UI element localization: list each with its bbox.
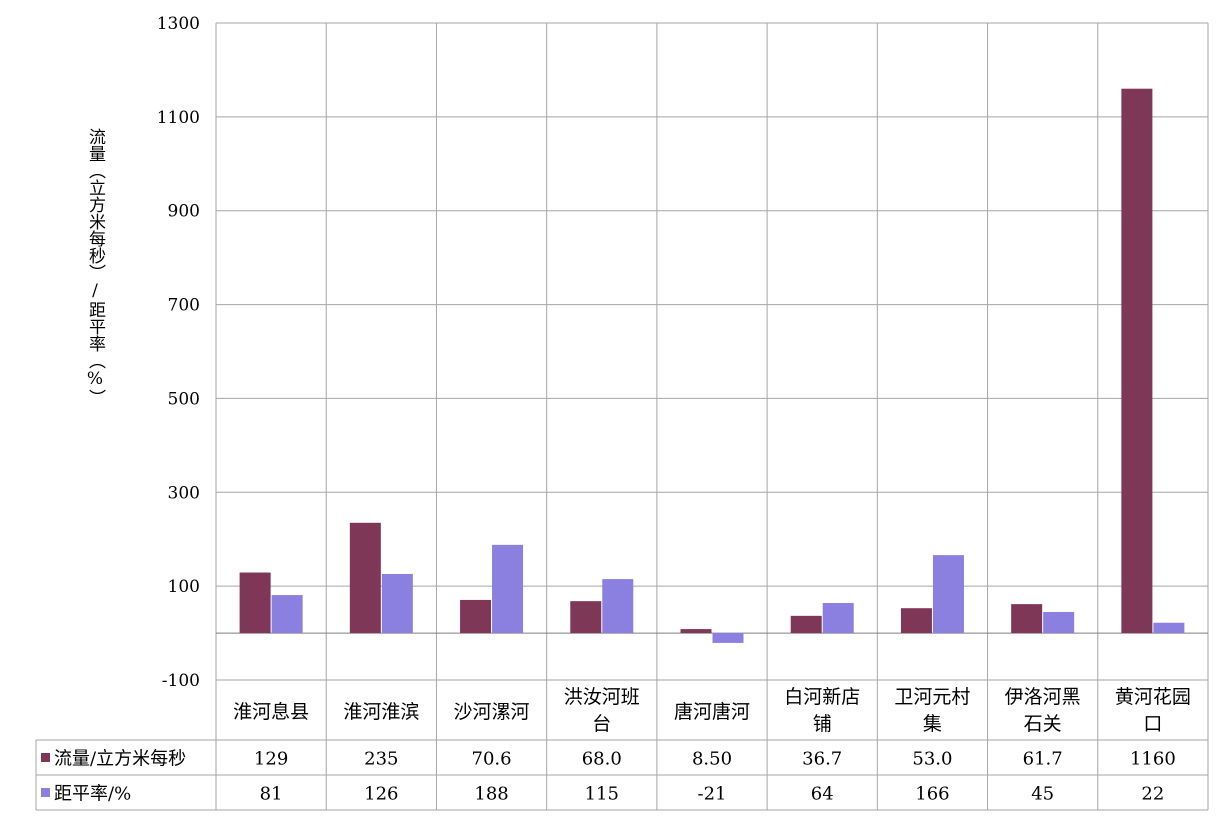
y-tick-label: 300 (168, 483, 200, 503)
category-label: 台 (592, 713, 611, 735)
table-value: 68.0 (582, 749, 622, 770)
bar-flow (239, 572, 271, 634)
table-value: 53.0 (912, 749, 952, 770)
table-value: 64 (811, 784, 834, 805)
y-tick-label: 1300 (157, 14, 200, 34)
category-label: 石关 (1024, 713, 1062, 735)
bar-anomaly (602, 579, 634, 634)
category-label: 集 (923, 713, 942, 735)
table-value: 36.7 (802, 749, 842, 770)
legend-label: 流量/立方米每秒 (54, 749, 186, 770)
bar-anomaly (712, 633, 744, 643)
legend-key (41, 788, 50, 797)
y-tick-label: 900 (168, 202, 200, 222)
category-label: 沙河漯河 (454, 701, 530, 723)
table-value: 235 (364, 749, 398, 770)
table-value: 129 (254, 749, 288, 770)
bar-anomaly (932, 555, 964, 634)
table-value: 166 (915, 784, 949, 805)
table-value: -21 (698, 784, 727, 805)
category-label: 淮河息县 (233, 701, 309, 723)
category-label: 黄河花园 (1115, 686, 1191, 708)
table-value: 115 (585, 784, 619, 805)
legend-key (41, 753, 50, 762)
y-tick-label: 700 (168, 296, 200, 316)
table-value: 8.50 (692, 749, 732, 770)
category-label: 白河新店 (784, 686, 860, 708)
table-value: 1160 (1130, 749, 1176, 770)
table-value: 126 (364, 784, 398, 805)
y-tick-label: 500 (168, 389, 200, 409)
y-tick-label: 100 (168, 577, 200, 597)
bar-flow (680, 629, 712, 634)
bar-anomaly (1153, 622, 1185, 634)
bar-flow (1011, 604, 1043, 634)
bar-flow (349, 522, 381, 634)
category-label: 伊洛河黑 (1005, 686, 1081, 708)
bar-anomaly (381, 573, 413, 634)
bar-flow (460, 599, 492, 634)
category-label: 淮河淮滨 (343, 701, 419, 723)
table-value: 81 (260, 784, 283, 805)
table-value: 61.7 (1023, 749, 1063, 770)
bar-flow (900, 608, 932, 634)
category-label: 铺 (813, 713, 832, 735)
bar-anomaly (492, 544, 524, 634)
bar-anomaly (822, 603, 854, 634)
table-value: 70.6 (472, 749, 512, 770)
bar-flow (790, 615, 822, 634)
table-value: 45 (1031, 784, 1054, 805)
y-tick-label: -100 (162, 671, 200, 691)
table-value: 188 (474, 784, 508, 805)
category-label: 洪汝河班 (564, 686, 640, 708)
bar-anomaly (1043, 611, 1075, 634)
category-label: 唐河唐河 (674, 701, 750, 723)
category-label: 卫河元村 (894, 686, 970, 708)
category-label: 口 (1143, 713, 1162, 735)
table-value: 22 (1141, 784, 1164, 805)
bar-flow (1121, 88, 1153, 634)
y-axis-label: 流量（立方米每秒）/距平率（%） (85, 128, 105, 406)
bar-anomaly (271, 595, 303, 634)
y-tick-label: 1100 (157, 108, 200, 128)
legend-label: 距平率/% (54, 784, 131, 805)
bar-flow (570, 601, 602, 634)
